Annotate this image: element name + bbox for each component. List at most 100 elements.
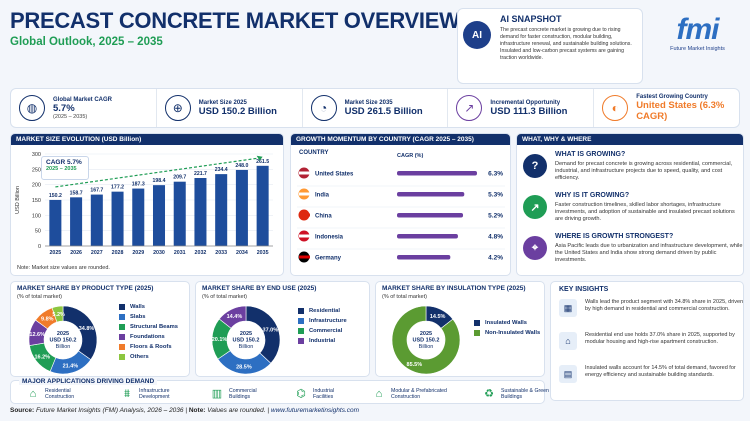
legend-item: Insulated Walls [474,320,540,326]
x-tick-label: 2034 [236,250,248,256]
legend-label: Non-Insulated Walls [485,330,541,336]
x-tick-label: 2032 [195,250,207,256]
flag-stripe [299,192,310,196]
pie-icon: ◔ [310,95,337,121]
country-row: Germany 4.2% [298,251,503,263]
logo-mark: fmi [676,13,720,46]
key-insights-title: KEY INSIGHTS [559,286,609,293]
cagr-bar [397,234,458,239]
country-row: United States 6.3% [297,167,505,187]
market-size-panel: MARKET SIZE EVOLUTION (USD Billion) 0 50 1… [10,133,284,276]
bar [70,197,83,246]
donut-center-year: 2025 [57,331,69,337]
www-heading: WHERE IS GROWTH STRONGEST? [555,233,674,240]
donut-sub: (% of total market) [202,294,247,300]
y-tick-label: 100 [32,213,41,219]
house-icon: ⌂ [559,332,577,350]
donut-center-value: USD 150.2 [50,338,77,344]
cagr-bar [397,171,477,176]
application-item: ♻ Sustainable & Green Buildings [481,387,561,401]
country-label: United States [315,172,354,178]
footer-note: Values are rounded. [207,407,266,414]
y-tick-label: 250 [32,167,41,173]
legend-swatch [298,328,304,334]
house-icon: ⌂ [29,388,37,400]
insight-text: Residential end use holds 37.0% share in… [585,332,735,345]
slice-label: 14.4% [227,314,243,320]
stat-label: Fastest Growing Country [636,94,708,100]
legend-swatch [298,338,304,344]
location-pin-icon: ⌖ [523,236,547,260]
cagr-bar [397,192,465,197]
legend-label: Insulated Walls [485,320,527,326]
slice-label: 37.0% [263,327,279,333]
donut-center-value: USD 150.2 [413,338,440,344]
donut-center-year: 2025 [420,331,432,337]
question-icon: ? [523,154,547,178]
donut-center-unit: Billion [419,344,434,350]
cagr-value-label: 5.2% [488,213,503,220]
legend-item: Infrastructure [298,318,347,324]
legend-item: Non-Insulated Walls [474,330,540,336]
legend-swatch [474,320,480,326]
stats-strip: ◍ Global Market CAGR 5.7% (2025 – 2035) … [10,88,740,128]
legend-item: Industrial [298,338,347,344]
market-size-bar-chart: 0 50 100 150 200 250 300 USD Billion 150.2 2025 15… [15,152,273,256]
application-item: ⩩ Infrastructure Development [119,387,187,401]
y-tick-label: 200 [32,183,41,189]
insulation-share-panel: MARKET SHARE BY INSULATION TYPE (2025) (… [375,281,545,377]
legend-item: Commercial [298,328,347,334]
cagr-value-label: 4.8% [488,234,503,241]
legend-item: Walls [119,304,178,310]
slice-label: 9.8% [41,317,54,323]
footer-url[interactable]: www.futuremarketinsights.com [270,407,360,414]
application-label: Modular & Prefabricated Construction [391,388,447,400]
slice-label: 16.2% [34,355,50,361]
application-label: Industrial Facilities [313,388,335,400]
stat-incremental: ↗ Incremental Opportunity USD 111.3 Bill… [448,89,595,127]
insight-item: ⌂ Residential end use holds 37.0% share … [559,332,747,356]
y-tick-label: 50 [35,229,41,235]
building-icon: ▥ [211,388,223,400]
donut-sub: (% of total market) [17,294,62,300]
x-tick-label: 2026 [70,250,82,256]
page-subtitle: Global Outlook, 2025 – 2035 [10,36,163,48]
bar-value-label: 150.2 [49,193,62,199]
y-tick-label: 0 [38,244,41,250]
legend-label: Slabs [130,314,146,320]
applications-title: MAJOR APPLICATIONS DRIVING DEMAND [19,378,158,385]
stat-fastest: ◐ Fastest Growing Country United States … [594,89,739,127]
stat-value: USD 261.5 Billion [344,105,423,117]
bar [152,185,166,246]
bar-value-label: 221.7 [194,171,207,177]
country-row: Indonesia 4.8% [297,230,505,250]
stat-value: USD 150.2 Billion [198,105,277,117]
gauge-icon: ◐ [602,95,629,121]
donut-slice [218,305,247,329]
bar-value-label: 234.4 [215,167,228,173]
stat-label: Incremental Opportunity [490,99,561,106]
country-row: China 5.2% [297,209,505,229]
cagr-callout: CAGR 5.7% 2025 – 2035 [41,156,89,180]
www-text: Demand for precast concrete is growing a… [555,161,733,181]
ai-chip-icon: AI [463,21,491,49]
factory-icon: ⌬ [296,388,306,400]
stat-sub: (2025 – 2035) [53,113,88,120]
stat-label: Market Size 2035 [344,99,393,106]
slice-label: 28.5% [236,364,252,370]
slice-label: 12.6% [29,332,45,338]
bar-value-label: 187.3 [132,182,145,188]
bar-value-label: 177.2 [111,185,124,191]
stat-size-2025: ⊕ Market Size 2025 USD 150.2 Billion [157,89,303,127]
bar [256,165,269,246]
legend-label: Floors & Roofs [130,344,172,350]
legend-label: Industrial [309,338,336,344]
legend-item: Others [119,354,178,360]
stat-label: Market Size 2025 [198,99,247,106]
bar-value-label: 158.7 [70,190,83,196]
insight-text: Walls lead the product segment with 34.8… [585,299,744,312]
chart-up-icon: ↗ [456,95,483,121]
legend-swatch [119,324,125,330]
